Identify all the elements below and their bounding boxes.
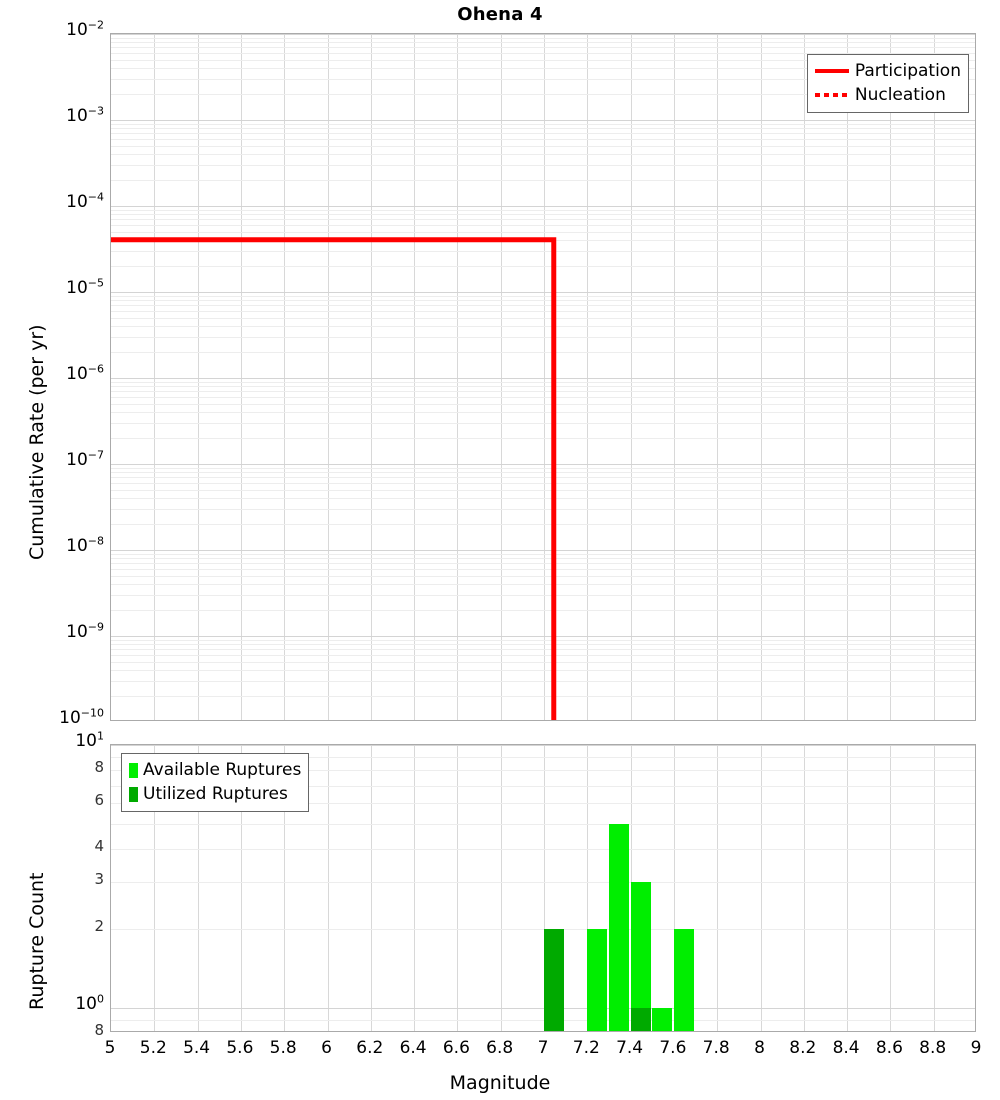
y-tick-label: 3: [94, 870, 104, 889]
y-tick-label: 101: [75, 729, 104, 751]
x-tick-label: 5.4: [183, 1038, 211, 1058]
rupture-count-bar: [587, 928, 608, 1031]
x-tick-label: 6: [321, 1038, 332, 1058]
rupture-count-bar: [544, 928, 565, 1031]
y-tick-label: 2: [94, 916, 104, 935]
rupture-count-bar: [652, 1007, 673, 1031]
x-axis-label: Magnitude: [449, 1072, 551, 1094]
legend-label-available-ruptures: Available Ruptures: [143, 760, 302, 780]
x-tick-label: 8.8: [919, 1038, 947, 1058]
y-tick-label: 10−9: [66, 620, 104, 642]
legend-item-nucleation: Nucleation: [814, 83, 961, 107]
y-tick-label: 10−5: [66, 276, 104, 298]
y-tick-label: 8: [94, 758, 104, 777]
x-tick-label: 5: [104, 1038, 116, 1058]
top-chart-y-ticks: 10−2 10−3 10−4 10−5 10−6 10−7 10−8 10−9 10−10: [8, 19, 104, 726]
legend-item-available-ruptures: Available Ruptures: [129, 758, 301, 782]
available-ruptures-swatch-icon: [129, 762, 138, 778]
x-tick-label: 8.6: [875, 1038, 903, 1058]
y-tick-label: 4: [94, 837, 104, 856]
y-tick-label: 10−6: [66, 362, 104, 384]
x-tick-label: 7.8: [702, 1038, 730, 1058]
participation-line-swatch-icon: [814, 69, 849, 73]
x-tick-label: 7.2: [572, 1038, 600, 1058]
x-tick-label: 5.8: [269, 1038, 297, 1058]
rupture-count-bar: [673, 928, 695, 1031]
y-tick-label: 8: [94, 1021, 104, 1039]
x-tick-label: 6.6: [442, 1038, 470, 1058]
mfd-curves: [111, 237, 557, 720]
bottom-chart-legend: Available Ruptures Utilized Ruptures: [121, 753, 310, 812]
y-tick-label: 10−10: [59, 706, 104, 728]
rupture-bars: [111, 745, 975, 1031]
x-tick-label: 7: [537, 1038, 549, 1058]
x-tick-label: 5.6: [226, 1038, 254, 1058]
x-tick-label: 8.2: [789, 1038, 817, 1058]
x-tick-label: 5.2: [139, 1038, 167, 1058]
x-tick-label: 8.4: [832, 1038, 860, 1058]
x-tick-label: 9: [970, 1038, 982, 1058]
utilized-ruptures-swatch-icon: [129, 786, 138, 802]
top-chart-legend: Participation Nucleation: [806, 54, 969, 113]
y-tick-label: 10−2: [66, 18, 104, 40]
y-tick-label: 10−4: [66, 190, 104, 212]
rupture-count-plot: Available Ruptures Utilized Ruptures: [110, 744, 976, 1032]
x-tick-label: 6.8: [486, 1038, 514, 1058]
x-tick-label: 6.2: [356, 1038, 384, 1058]
bottom-chart-y-ticks: 101 8 6 4 3 2 100 8: [8, 730, 104, 1037]
y-tick-label: 10−7: [66, 448, 104, 470]
cumulative-rate-plot: Participation Nucleation: [110, 33, 976, 721]
legend-label-participation: Participation: [854, 61, 961, 81]
x-tick-label: 7.6: [659, 1038, 687, 1058]
y-tick-label: 10−3: [66, 104, 104, 126]
x-tick-label: 6.4: [399, 1038, 427, 1058]
nucleation-curve: [111, 237, 556, 720]
legend-item-utilized-ruptures: Utilized Ruptures: [129, 782, 301, 806]
page-title: Ohena 4: [457, 4, 543, 25]
nucleation-line-swatch-icon: [814, 93, 849, 97]
rupture-count-bar: [608, 824, 630, 1031]
x-tick-label: 7.4: [616, 1038, 644, 1058]
y-tick-label: 100: [75, 991, 104, 1014]
rupture-count-bar: [630, 882, 651, 1031]
y-tick-label: 10−8: [66, 534, 104, 556]
rupture-count-bar: [630, 1007, 651, 1031]
y-tick-label: 6: [94, 791, 104, 810]
legend-label-nucleation: Nucleation: [854, 85, 946, 105]
legend-item-participation: Participation: [814, 59, 961, 83]
legend-label-utilized-ruptures: Utilized Ruptures: [143, 784, 288, 804]
participation-curve: [111, 237, 557, 720]
x-tick-label: 8: [754, 1038, 765, 1058]
